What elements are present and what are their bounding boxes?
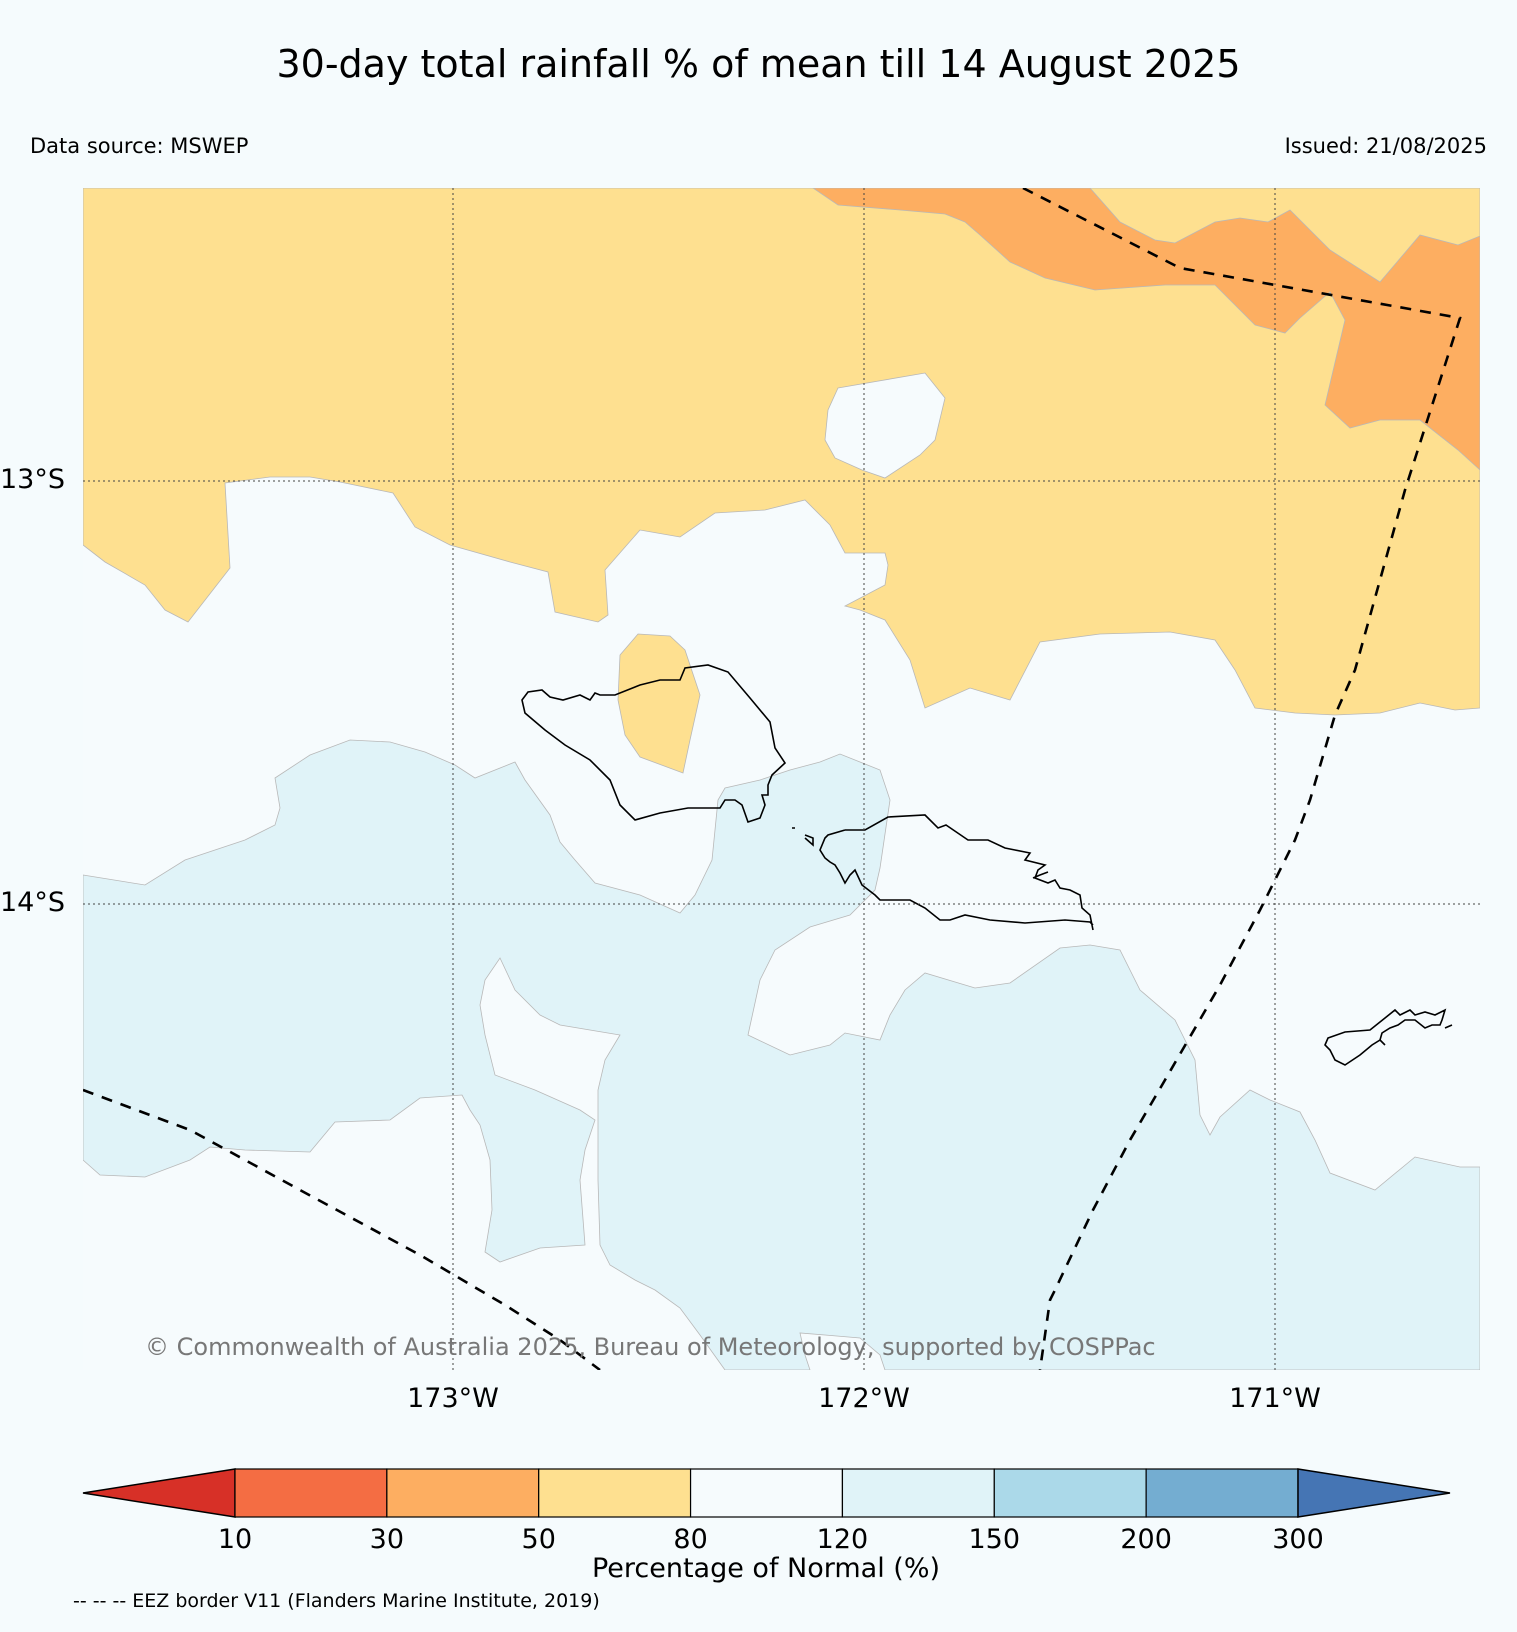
colorbar-extend-low (82, 1468, 236, 1518)
lat-label-14s: 14°S (0, 887, 65, 918)
colorbar-box (689, 1468, 844, 1518)
map-area: © Commonwealth of Australia 2025, Bureau… (83, 188, 1480, 1370)
graticule (83, 188, 1480, 1370)
copyright-text: © Commonwealth of Australia 2025, Bureau… (145, 1333, 1156, 1361)
issued-date: Issued: 21/08/2025 (1284, 134, 1487, 158)
region-50-80 (83, 188, 1480, 716)
colorbar-tick-label: 300 (1272, 1524, 1324, 1555)
colorbar-tick-label: 10 (218, 1524, 252, 1555)
colorbar-tick-label: 30 (370, 1524, 404, 1555)
colorbar-tick-label: 150 (969, 1524, 1021, 1555)
colorbar-box (538, 1468, 692, 1518)
lon-label-172w: 172°W (818, 1383, 910, 1414)
colorbar-box (386, 1468, 540, 1518)
colorbar-tick-label: 80 (673, 1524, 707, 1555)
colorbar-tick-label: 120 (817, 1524, 869, 1555)
colorbar-tick-label: 200 (1120, 1524, 1172, 1555)
eez-footnote: -- -- -- EEZ border V11 (Flanders Marine… (73, 1590, 600, 1612)
data-source: Data source: MSWEP (30, 134, 249, 158)
colorbar-label: Percentage of Normal (%) (592, 1553, 940, 1584)
coastline-tutuila (1324, 1008, 1453, 1066)
coastline-savaii (521, 664, 787, 824)
lat-label-13s: 13°S (0, 464, 65, 495)
colorbar-box (993, 1468, 1147, 1518)
lon-label-173w: 173°W (407, 1383, 499, 1414)
map-title: 30-day total rainfall % of mean till 14 … (276, 42, 1241, 86)
region-30-50 (812, 188, 1480, 471)
region-50-80-blob (617, 633, 701, 774)
colorbar-tick-label: 50 (522, 1524, 556, 1555)
colorbar-box (234, 1468, 388, 1518)
coastline-upolu (792, 814, 1094, 931)
colorbar-box (841, 1468, 995, 1518)
region-80-120-hole (824, 372, 946, 479)
lon-label-171w: 171°W (1229, 1383, 1321, 1414)
colorbar: 10 30 50 80 120 150 200 300 (82, 1468, 1451, 1555)
eez-border (83, 188, 1462, 1370)
colorbar-box (1145, 1468, 1299, 1518)
colorbar-extend-high (1297, 1468, 1451, 1518)
